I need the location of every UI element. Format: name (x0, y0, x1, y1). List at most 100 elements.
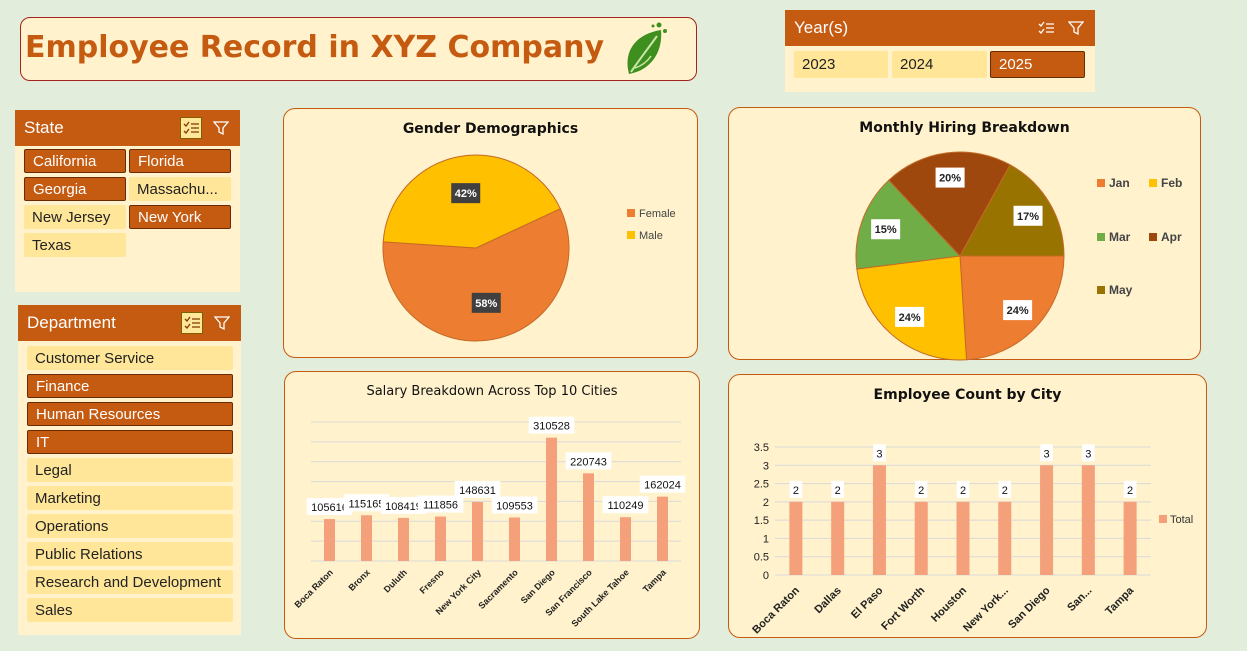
state-slicer-title: State (24, 118, 64, 137)
department-item-it[interactable]: IT (27, 430, 233, 454)
department-item-human-resources[interactable]: Human Resources (27, 402, 233, 426)
pie-slice-female (382, 208, 570, 342)
legend-total: Total (1170, 514, 1193, 526)
data-label-box (956, 480, 970, 498)
legend-male: Male (639, 230, 663, 242)
department-item-finance[interactable]: Finance (27, 374, 233, 398)
department-item-public-relations[interactable]: Public Relations (27, 542, 233, 566)
legend-may: May (1109, 283, 1133, 297)
salary-breakdown-chart[interactable]: Salary Breakdown Across Top 10 Cities 10… (284, 371, 700, 639)
clear-filter-icon[interactable] (1065, 17, 1087, 39)
department-slicer-title: Department (27, 313, 116, 332)
y-tick-label: 0 (763, 570, 769, 582)
x-tick-label-dallas: Dallas (812, 585, 843, 616)
data-label-box (565, 452, 612, 470)
gender-demographics-chart[interactable]: Gender Demographics 58% 42% Female Male (283, 108, 698, 358)
data-label-boca-raton: 105616 (311, 502, 348, 514)
bar-san-francisco (583, 473, 594, 561)
x-tick-label-sacramento: Sacramento (476, 567, 520, 611)
bar-boca-raton (789, 501, 803, 575)
data-label-box (454, 480, 501, 498)
data-label-box (873, 444, 886, 462)
year-slicer-title: Year(s) (794, 18, 849, 37)
x-tick-label-boca-raton: Boca Raton (750, 584, 802, 636)
data-label-new-york-city: 148631 (459, 485, 496, 497)
state-item-new-york[interactable]: New York (129, 205, 231, 229)
data-label-box (998, 480, 1012, 498)
y-tick-label: 3.5 (754, 442, 769, 454)
department-item-sales[interactable]: Sales (27, 598, 233, 622)
state-item-texas[interactable]: Texas (24, 233, 126, 257)
bar-bronx (361, 515, 372, 561)
year-item-2025[interactable]: 2025 (990, 51, 1085, 78)
bar-el-paso (872, 465, 886, 575)
monthly-hiring-chart[interactable]: Monthly Hiring Breakdown 24% 24% 15% 20% 17%… (728, 107, 1201, 361)
department-item-customer-service[interactable]: Customer Service (27, 346, 233, 370)
year-slicer-header: Year(s) (785, 10, 1095, 46)
x-tick-label-bronx: Bronx (346, 567, 371, 592)
state-item-new-jersey[interactable]: New Jersey (24, 205, 126, 229)
bar-tampa (1123, 501, 1137, 575)
x-tick-label-san-diego: San Diego (519, 567, 558, 606)
bar-fresno (435, 516, 446, 561)
legend-swatch-feb (1149, 179, 1157, 187)
data-label-box (380, 496, 427, 514)
y-tick-label: 1.5 (754, 515, 769, 527)
data-label-box (1123, 480, 1137, 498)
state-slicer-header: State (15, 110, 240, 146)
data-label-box (417, 495, 464, 513)
multi-select-icon[interactable] (1035, 17, 1057, 39)
data-label-tampa: 2 (1127, 485, 1133, 497)
department-item-legal[interactable]: Legal (27, 458, 233, 482)
data-label-fresno: 111856 (423, 500, 458, 512)
data-label-box (1082, 444, 1095, 462)
multi-select-icon[interactable] (180, 117, 202, 139)
data-label-sacramento: 109553 (496, 500, 533, 512)
state-item-california[interactable]: California (24, 149, 126, 173)
data-label-tampa: 162024 (644, 480, 681, 492)
state-item-massachusetts[interactable]: Massachu... (129, 177, 231, 201)
bar-new-york (998, 501, 1012, 575)
leaf-logo-icon (627, 22, 667, 74)
state-item-florida[interactable]: Florida (129, 149, 231, 173)
data-label-box (471, 292, 501, 313)
x-tick-label-tampa: Tampa (641, 567, 669, 595)
department-item-research-and-development[interactable]: Research and Development (27, 570, 233, 594)
data-label-bronx: 115165 (349, 498, 385, 510)
legend-feb: Feb (1161, 176, 1182, 190)
data-label-duluth: 108419 (385, 501, 422, 513)
clear-filter-icon[interactable] (210, 117, 232, 139)
department-item-marketing[interactable]: Marketing (27, 486, 233, 510)
bar-sacramento (509, 517, 520, 561)
department-slicer: Department Customer Service Finance Huma… (18, 305, 241, 635)
chart-title: Employee Count by City (873, 387, 1062, 403)
multi-select-icon[interactable] (181, 312, 203, 334)
chart-title: Salary Breakdown Across Top 10 Cities (366, 384, 618, 399)
y-tick-label: 3 (763, 460, 769, 472)
state-item-georgia[interactable]: Georgia (24, 177, 126, 201)
chart-title: Gender Demographics (402, 121, 579, 137)
y-tick-label: 0.5 (754, 552, 769, 564)
data-label-san-diego: 3 (1043, 448, 1049, 460)
data-label-boca-raton: 2 (793, 485, 799, 497)
bar-san (1081, 465, 1095, 575)
x-tick-label-duluth: Duluth (382, 567, 409, 594)
legend-swatch-jan (1097, 179, 1105, 187)
data-label-mar: 15% (875, 224, 897, 236)
bar-boca-raton (324, 519, 335, 561)
data-label-jan: 24% (1007, 305, 1029, 317)
year-item-2023[interactable]: 2023 (794, 51, 888, 78)
page-title: Employee Record in XYZ Company (24, 30, 605, 65)
data-label-box (789, 480, 803, 498)
year-item-2024[interactable]: 2024 (892, 51, 987, 78)
x-tick-label-san: San... (1065, 585, 1094, 614)
data-label-box (895, 306, 925, 327)
legend-apr: Apr (1161, 230, 1182, 244)
data-label-box (602, 496, 649, 514)
data-label-box (831, 480, 844, 498)
employee-count-chart[interactable]: Employee Count by City 0 0.5 1 1.5 2 2.5 3 3.5 2… (728, 374, 1207, 638)
department-item-operations[interactable]: Operations (27, 514, 233, 538)
pie-slice-mar (855, 179, 962, 270)
clear-filter-icon[interactable] (211, 312, 233, 334)
state-slicer: State California Florida Georgia Massach… (15, 110, 240, 292)
